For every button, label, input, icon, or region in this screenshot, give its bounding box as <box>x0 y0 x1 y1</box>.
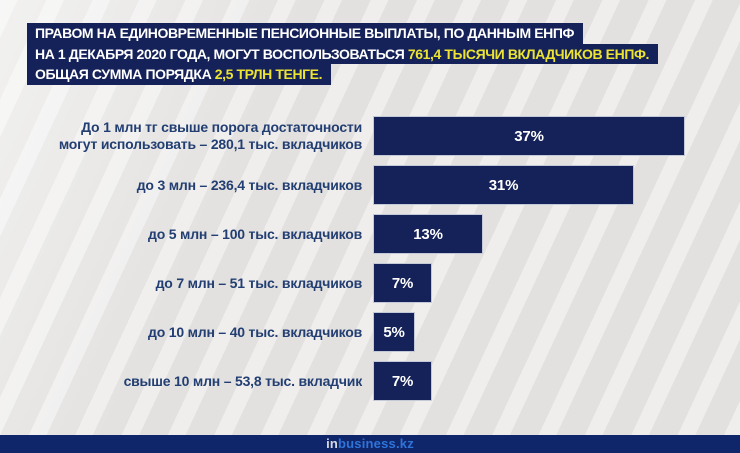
bar: 7% <box>373 263 432 303</box>
category-label: до 10 млн – 40 тыс. вкладчиков <box>148 323 362 340</box>
category-label: до 3 млн – 236,4 тыс. вкладчиков <box>136 176 362 193</box>
value-label: 13% <box>413 225 443 243</box>
logo-prefix: in <box>326 436 339 451</box>
headline-line-3: ОБЩАЯ СУММА ПОРЯДКА 2,5 ТРЛН ТЕНГЕ. <box>27 64 332 85</box>
inbusiness-logo: inbusiness.kz <box>326 435 414 453</box>
chart-row: до 10 млн – 40 тыс. вкладчиков 5% <box>22 312 685 352</box>
headline-text: НА 1 ДЕКАБРЯ 2020 ГОДА, МОГУТ ВОСПОЛЬЗОВ… <box>35 45 408 62</box>
value-label: 7% <box>391 274 414 292</box>
headline-highlight: 761,4 ТЫСЯЧИ ВКЛАДЧИКОВ ЕНПФ. <box>407 45 650 62</box>
headline-line-1: ПРАВОМ НА ЕДИНОВРЕМЕННЫЕ ПЕНСИОННЫЕ ВЫПЛ… <box>27 23 584 44</box>
category-label: до 7 млн – 51 тыс. вкладчиков <box>155 274 363 291</box>
bar: 13% <box>373 214 483 254</box>
bar: 7% <box>373 361 432 401</box>
chart-row: до 5 млн – 100 тыс. вкладчиков 13% <box>22 214 685 254</box>
headline-block: ПРАВОМ НА ЕДИНОВРЕМЕННЫЕ ПЕНСИОННЫЕ ВЫПЛ… <box>27 23 659 85</box>
chart-row: свыше 10 млн – 53,8 тыс. вкладчик 7% <box>22 361 685 401</box>
headline-line-2: НА 1 ДЕКАБРЯ 2020 ГОДА, МОГУТ ВОСПОЛЬЗОВ… <box>27 43 659 64</box>
bar: 31% <box>373 165 634 205</box>
headline-highlight: 2,5 ТРЛН ТЕНГЕ. <box>214 66 323 82</box>
chart-row: До 1 млн тг свыше порога достаточности м… <box>22 116 685 156</box>
category-label: до 5 млн – 100 тыс. вкладчиков <box>148 225 362 242</box>
footer-bar: inbusiness.kz <box>0 435 740 453</box>
headline-text: ОБЩАЯ СУММА ПОРЯДКА <box>35 66 215 82</box>
value-label: 37% <box>514 127 544 145</box>
value-label: 31% <box>488 176 519 194</box>
bar-chart: До 1 млн тг свыше порога достаточности м… <box>22 116 685 410</box>
bar: 5% <box>373 312 415 352</box>
chart-row: до 3 млн – 236,4 тыс. вкладчиков 31% <box>22 165 685 205</box>
category-label: До 1 млн тг свыше порога достаточности м… <box>58 119 362 152</box>
value-label: 5% <box>383 323 405 341</box>
logo-suffix: business.kz <box>338 436 414 451</box>
value-label: 7% <box>391 372 414 390</box>
headline-text: ПРАВОМ НА ЕДИНОВРЕМЕННЫЕ ПЕНСИОННЫЕ ВЫПЛ… <box>35 25 575 41</box>
chart-row: до 7 млн – 51 тыс. вкладчиков 7% <box>22 263 685 303</box>
bar: 37% <box>373 116 685 156</box>
category-label: свыше 10 млн – 53,8 тыс. вкладчик <box>123 372 363 389</box>
